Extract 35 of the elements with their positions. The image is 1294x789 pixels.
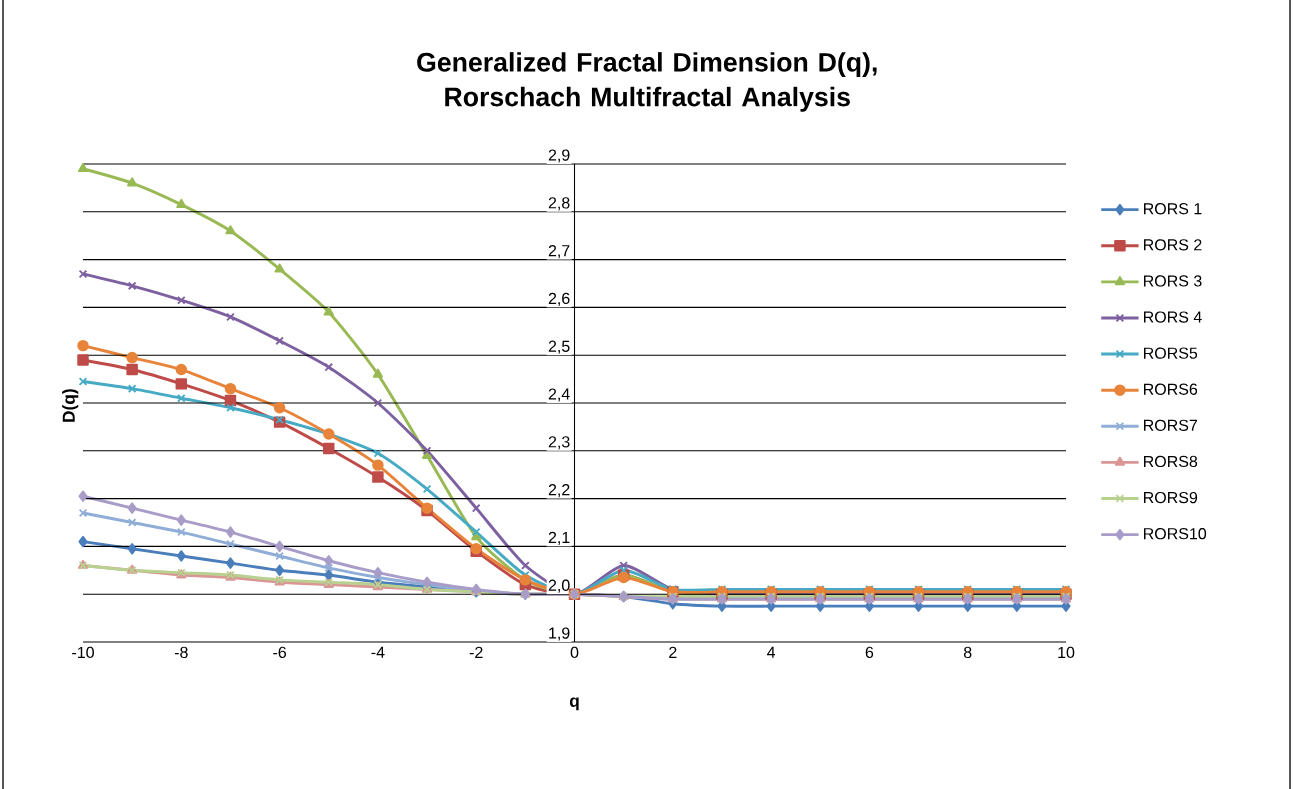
legend-label: RORS 4	[1144, 311, 1202, 323]
legend-label: RORS 2	[1144, 239, 1202, 251]
y-tick-label: 2,3	[548, 436, 570, 450]
chart-title: Generalized Fractal Dimension D(q), Rorschach Multifractal Analysis	[417, 52, 877, 112]
y-tick-label: 2,7	[548, 244, 570, 259]
x-tick-label: 6	[865, 646, 874, 659]
x-tick-label: 2	[669, 646, 677, 658]
x-tick-label: -4	[371, 646, 385, 658]
y-tick-label: 2,1	[548, 531, 570, 546]
legend-label: RORS 3	[1144, 275, 1202, 287]
y-axis-title: D(q)	[62, 389, 79, 422]
x-tick-label: -6	[273, 646, 287, 659]
y-tick-label: 2,6	[548, 292, 570, 307]
x-tick-label: 0	[570, 646, 579, 659]
x-tick-label: 8	[963, 646, 972, 659]
legend-label: RORS7	[1144, 419, 1198, 432]
legend-label: RORS8	[1144, 455, 1198, 468]
x-tick-label: -2	[469, 646, 483, 658]
x-axis-title: q	[569, 697, 579, 711]
legend-label: RORS 1	[1144, 203, 1202, 215]
legend-label: RORS9	[1144, 491, 1198, 504]
y-tick-label: 2,8	[548, 197, 570, 211]
x-tick-label: -8	[174, 646, 188, 659]
legend-label: RORS10	[1144, 528, 1207, 540]
y-tick-label: 2,9	[548, 149, 570, 163]
legend-label: RORS6	[1144, 383, 1198, 395]
y-tick-label: 2,0	[548, 579, 570, 593]
x-tick-label: 10	[1058, 646, 1075, 659]
y-tick-label: 2,5	[548, 340, 570, 354]
y-tick-label: 1,9	[549, 627, 570, 641]
legend-label: RORS5	[1144, 347, 1198, 359]
y-tick-label: 2,4	[548, 388, 570, 402]
x-tick-label: 4	[767, 646, 776, 658]
y-tick-label: 2,2	[548, 483, 570, 498]
x-tick-label: -10	[72, 646, 94, 659]
